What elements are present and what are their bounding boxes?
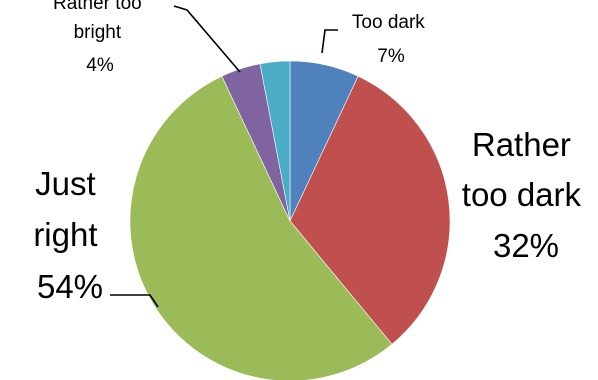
slice-label-rather-too-dark: Rather too dark 32% bbox=[462, 126, 590, 264]
slice-label-just-right-line-3: 54% bbox=[37, 268, 103, 305]
slice-label-just-right-line-1: Just bbox=[35, 165, 96, 202]
pie-slice-too-bright bbox=[259, 60, 291, 222]
slice-label-rather-too-bright-line-3: 4% bbox=[86, 55, 114, 76]
leader-line-just-right bbox=[110, 294, 159, 308]
leader-line-too-dark bbox=[321, 29, 338, 54]
pie-slice-just-right bbox=[129, 75, 393, 380]
slice-label-just-right-line-2: right bbox=[33, 216, 97, 253]
slice-label-too-dark-line-1: Too dark bbox=[352, 12, 425, 33]
leader-lines bbox=[110, 5, 338, 308]
pie-slices bbox=[129, 60, 451, 380]
slice-label-rather-too-bright: Rather too bright 4% bbox=[53, 0, 147, 76]
slice-labels: Too dark 7% Rather too dark 32% Just rig… bbox=[33, 0, 590, 305]
slice-label-rather-too-bright-line-1: Rather too bbox=[53, 0, 142, 14]
pie-slice-rather-too-dark bbox=[289, 75, 451, 345]
slice-label-rather-too-dark-line-2: too dark bbox=[462, 176, 582, 213]
slice-label-too-dark-line-2: 7% bbox=[377, 46, 405, 67]
leader-line-rather-too-bright bbox=[173, 5, 241, 73]
slice-label-just-right: Just right 54% bbox=[33, 165, 106, 305]
slice-label-too-dark: Too dark 7% bbox=[352, 12, 430, 67]
slice-label-rather-too-bright-line-2: bright bbox=[74, 22, 122, 43]
slice-label-rather-too-dark-line-3: 32% bbox=[493, 227, 559, 264]
slice-label-rather-too-dark-line-1: Rather bbox=[472, 126, 571, 163]
